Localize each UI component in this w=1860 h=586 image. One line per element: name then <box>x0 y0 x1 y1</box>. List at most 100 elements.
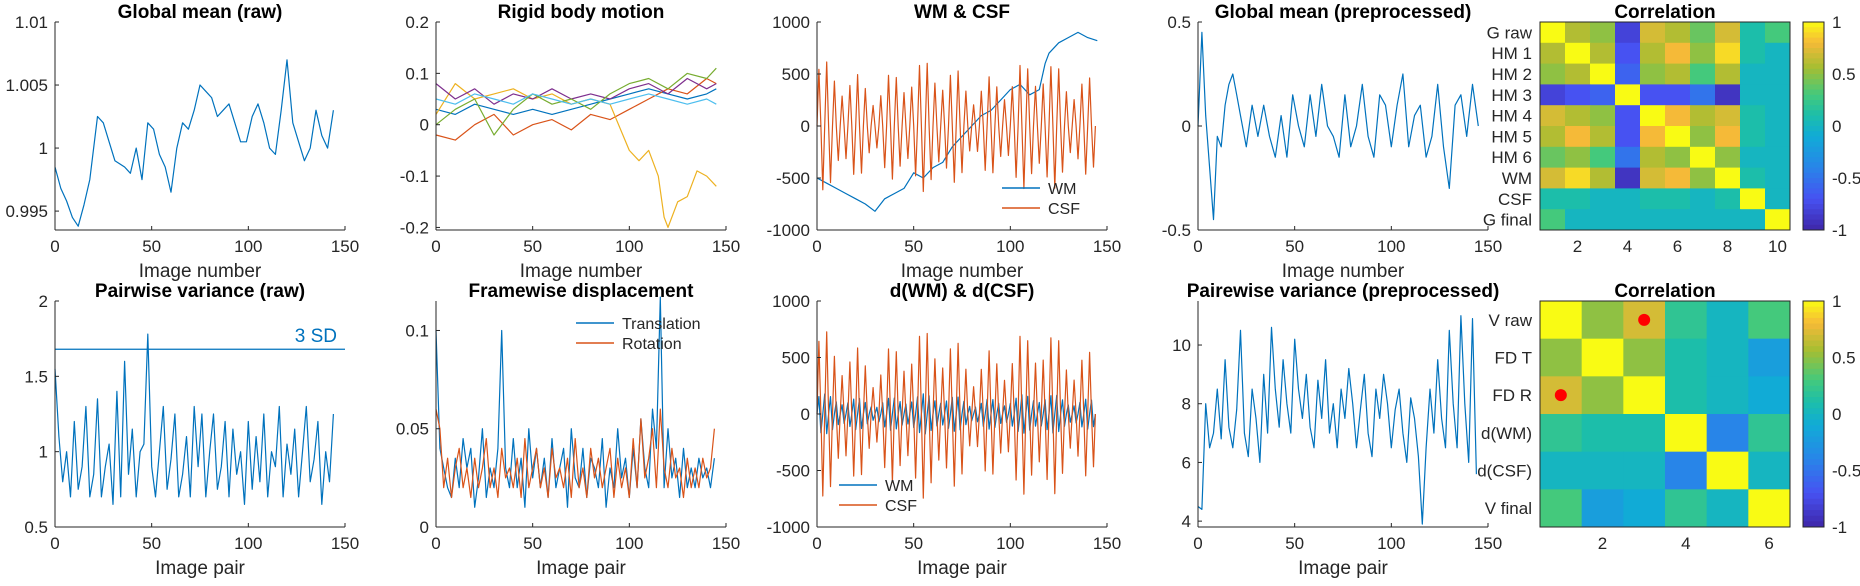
colorbar-segment <box>1803 167 1824 174</box>
heatmap-cell <box>1565 126 1591 148</box>
colorbar-segment <box>1803 380 1824 387</box>
colorbar-segment <box>1803 470 1824 477</box>
heatmap-cell <box>1765 167 1791 189</box>
colorbar-segment <box>1803 27 1824 33</box>
y-tick-label: 0.1 <box>405 321 429 340</box>
x-axis-label: Image pair <box>536 558 626 579</box>
colorbar-segment <box>1803 464 1824 471</box>
chart-title: WM & CSF <box>914 2 1010 23</box>
heatmap-cell <box>1665 63 1691 85</box>
x-tick-label: 150 <box>712 237 740 256</box>
colorbar-segment <box>1803 22 1824 28</box>
x-tick-label: 100 <box>996 237 1024 256</box>
heatmap-cell <box>1765 188 1791 210</box>
x-tick-label: 150 <box>1474 534 1502 553</box>
colorbar-segment <box>1803 453 1824 460</box>
heatmap-cell <box>1748 489 1791 528</box>
heatmap-cell <box>1690 126 1716 148</box>
heatmap-cell <box>1565 105 1591 127</box>
heatmap-cell <box>1640 42 1666 65</box>
heatmap-cell <box>1623 376 1666 415</box>
y-tick-label: 6 <box>1182 453 1191 472</box>
highlight-dot <box>1554 389 1567 402</box>
series-line-6-0 <box>435 296 715 508</box>
y-tick-label: 0 <box>801 405 810 424</box>
heatmap-cell <box>1706 414 1749 453</box>
x-tick-label: 50 <box>904 237 923 256</box>
colorbar-segment <box>1803 100 1824 106</box>
heatmap-cell <box>1581 451 1624 490</box>
colorbar-segment <box>1803 68 1824 75</box>
colorbar-segment <box>1803 188 1824 195</box>
heatmap-cell <box>1715 63 1741 85</box>
colorbar-segment <box>1803 152 1824 158</box>
heatmap-cell <box>1540 84 1566 106</box>
heatmap-cell <box>1740 126 1766 148</box>
x-tick-label: 150 <box>331 237 359 256</box>
heatmap-cell <box>1706 338 1749 377</box>
heatmap-cell <box>1715 167 1741 189</box>
heatmap-cell <box>1565 167 1591 189</box>
y-tick-label: 0.2 <box>405 13 429 32</box>
heatmap-cell <box>1690 22 1716 44</box>
heatmap-9: V raw FD T FD R d(WM) d(CSF) V final 2 4 6 Correl… <box>1477 281 1860 553</box>
x-axis-label: Image pair <box>155 558 245 579</box>
heatmap-cell <box>1765 209 1791 231</box>
x-axis-label: Image pair <box>1298 558 1388 579</box>
heatmap-cell <box>1640 188 1666 210</box>
heatmap-4: G raw HM 1 HM 2 HM 3 HM 4HM 5 HM 6 WM CSF G fina… <box>1483 2 1860 256</box>
colorbar-segment <box>1803 42 1824 49</box>
heatmap-cell <box>1715 188 1741 210</box>
row-label: HM 5 <box>1491 127 1532 146</box>
y-tick-label: 500 <box>782 349 810 368</box>
heatmap-cell <box>1540 451 1583 490</box>
heatmap-cell <box>1540 105 1566 127</box>
heatmap-cell <box>1740 167 1766 189</box>
x-tick-label: 150 <box>1474 237 1502 256</box>
heatmap-cell <box>1715 42 1741 65</box>
y-tick-label: 1 <box>39 443 48 462</box>
heatmap-cell <box>1640 146 1666 169</box>
heatmap-cell <box>1715 22 1741 44</box>
heatmap-cell <box>1615 42 1641 65</box>
heatmap-cell <box>1540 63 1566 85</box>
heatmap-cell <box>1740 42 1766 65</box>
x-tick-label: 50 <box>1285 237 1304 256</box>
heatmap-cell <box>1665 42 1691 65</box>
heatmap-cell <box>1690 209 1716 231</box>
y-tick-label: -1000 <box>767 518 810 537</box>
x-tick-label: 100 <box>1377 237 1405 256</box>
heatmap-cell <box>1581 414 1624 453</box>
colorbar-segment <box>1803 63 1824 70</box>
heatmap-cell <box>1540 188 1566 210</box>
heatmap-cell <box>1665 188 1691 210</box>
x-axis-label: Image number <box>901 261 1024 282</box>
colorbar-segment <box>1803 510 1824 517</box>
colorbar-tick-label: 1 <box>1832 13 1841 32</box>
colorbar-segment <box>1803 209 1824 215</box>
heatmap-cell <box>1540 209 1566 231</box>
y-tick-label: 1000 <box>772 292 810 311</box>
heatmap-cell <box>1540 126 1566 148</box>
colorbar-segment <box>1803 198 1824 205</box>
x-tick-label: 50 <box>523 237 542 256</box>
colorbar-segment <box>1803 53 1824 59</box>
heatmap-cell <box>1665 146 1691 169</box>
colorbar-segment <box>1803 481 1824 488</box>
series-line-1-0 <box>435 88 717 116</box>
x-tick-label: 4 <box>1681 534 1690 553</box>
colorbar-segment <box>1803 224 1824 231</box>
colorbar-frame <box>1802 21 1825 231</box>
x-tick-label: 100 <box>615 534 643 553</box>
x-tick-label: 50 <box>904 534 923 553</box>
y-tick-label: -500 <box>776 169 810 188</box>
colorbar-segment <box>1803 172 1824 179</box>
heatmap-cell <box>1540 146 1566 169</box>
colorbar-segment <box>1803 157 1824 163</box>
colorbar-segment <box>1803 183 1824 189</box>
y-tick-label: 1.01 <box>15 13 48 32</box>
heatmap-cell <box>1540 414 1583 453</box>
colorbar-segment <box>1803 146 1824 153</box>
heatmap-cell <box>1623 451 1666 490</box>
